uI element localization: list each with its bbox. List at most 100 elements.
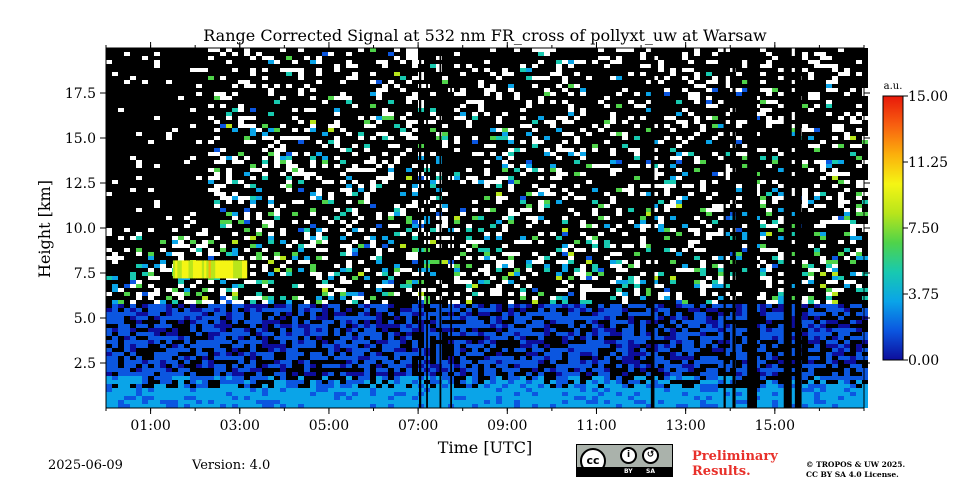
- heatmap-cell: [292, 388, 298, 392]
- heatmap-cell: [268, 300, 274, 304]
- heatmap-cell: [220, 156, 226, 160]
- heatmap-cell: [262, 252, 268, 256]
- heatmap-cell: [340, 132, 346, 136]
- heatmap-cell: [136, 152, 142, 156]
- heatmap-cell: [430, 196, 436, 200]
- heatmap-cell: [226, 360, 232, 364]
- heatmap-cell: [292, 356, 298, 360]
- heatmap-cell: [154, 180, 160, 184]
- heatmap-cell: [250, 324, 256, 328]
- heatmap-cell: [382, 264, 388, 268]
- heatmap-cell: [214, 60, 220, 64]
- heatmap-cell: [334, 384, 340, 388]
- heatmap-cell: [328, 340, 334, 344]
- heatmap-cell: [250, 328, 256, 332]
- heatmap-cell: [160, 88, 166, 92]
- heatmap-cell: [118, 164, 124, 168]
- heatmap-cell: [280, 52, 286, 56]
- heatmap-cell: [376, 328, 382, 332]
- heatmap-cell: [412, 160, 418, 164]
- heatmap-cell: [166, 332, 172, 336]
- heatmap-cell: [220, 140, 226, 144]
- heatmap-cell: [136, 328, 142, 332]
- heatmap-cell: [142, 360, 148, 364]
- heatmap-cell: [358, 380, 364, 384]
- heatmap-cell: [112, 80, 118, 84]
- heatmap-cell: [166, 136, 172, 140]
- heatmap-cell: [382, 276, 388, 280]
- heatmap-cell: [232, 224, 238, 228]
- heatmap-cell: [304, 104, 310, 108]
- heatmap-cell: [436, 120, 442, 124]
- heatmap-cell: [256, 380, 262, 384]
- heatmap-cell: [154, 396, 160, 400]
- heatmap-cell: [190, 108, 196, 112]
- heatmap-cell: [406, 152, 412, 156]
- heatmap-cell: [208, 284, 214, 288]
- heatmap-cell: [202, 156, 208, 160]
- heatmap-cell: [430, 284, 436, 288]
- heatmap-cell: [178, 96, 184, 100]
- heatmap-cell: [202, 300, 208, 304]
- heatmap-cell: [376, 356, 382, 360]
- heatmap-cell: [394, 92, 400, 96]
- heatmap-cell: [388, 180, 394, 184]
- heatmap-cell: [280, 240, 286, 244]
- heatmap-cell: [376, 156, 382, 160]
- heatmap-cell: [310, 68, 316, 72]
- heatmap-cell: [220, 168, 226, 172]
- heatmap-cell: [382, 388, 388, 392]
- heatmap-cell: [106, 120, 112, 124]
- heatmap-cell: [388, 328, 394, 332]
- heatmap-cell: [160, 208, 166, 212]
- heatmap-cell: [316, 328, 322, 332]
- heatmap-cell: [166, 312, 172, 316]
- heatmap-cell: [388, 236, 394, 240]
- heatmap-cell: [358, 388, 364, 392]
- heatmap-cell: [178, 344, 184, 348]
- heatmap-cell: [406, 116, 412, 120]
- heatmap-cell: [280, 360, 286, 364]
- heatmap-cell: [172, 128, 178, 132]
- heatmap-cell: [364, 244, 370, 248]
- heatmap-cell: [280, 232, 286, 236]
- heatmap-cell: [118, 72, 124, 76]
- heatmap-cell: [310, 236, 316, 240]
- heatmap-cell: [376, 404, 382, 408]
- heatmap-cell: [106, 400, 112, 404]
- heatmap-cell: [238, 152, 244, 156]
- heatmap-cell: [328, 320, 334, 324]
- heatmap-cell: [202, 100, 208, 104]
- heatmap-cell: [256, 220, 262, 224]
- heatmap-cell: [256, 376, 262, 380]
- heatmap-cell: [310, 192, 316, 196]
- heatmap-cell: [226, 352, 232, 356]
- heatmap-cell: [292, 292, 298, 296]
- heatmap-cell: [286, 404, 292, 408]
- heatmap-cell: [250, 372, 256, 376]
- heatmap-cell: [364, 316, 370, 320]
- heatmap-cell: [400, 276, 406, 280]
- heatmap-cell: [400, 80, 406, 84]
- heatmap-cell: [412, 144, 418, 148]
- heatmap-cell: [220, 336, 226, 340]
- heatmap-cell: [130, 196, 136, 200]
- heatmap-cell: [232, 120, 238, 124]
- heatmap-cell: [430, 400, 436, 404]
- heatmap-cell: [280, 320, 286, 324]
- heatmap-cell: [256, 216, 262, 220]
- heatmap-cell: [130, 316, 136, 320]
- heatmap-cell: [106, 248, 112, 252]
- heatmap-cell: [430, 296, 436, 300]
- heatmap-cell: [172, 196, 178, 200]
- heatmap-cell: [220, 204, 226, 208]
- heatmap-cell: [394, 184, 400, 188]
- heatmap-cell: [184, 76, 190, 80]
- heatmap-cell: [322, 276, 328, 280]
- heatmap-cell: [340, 176, 346, 180]
- heatmap-cell: [220, 352, 226, 356]
- heatmap-cell: [280, 192, 286, 196]
- heatmap-cell: [310, 140, 316, 144]
- heatmap-cell: [358, 400, 364, 404]
- heatmap-cell: [232, 256, 238, 260]
